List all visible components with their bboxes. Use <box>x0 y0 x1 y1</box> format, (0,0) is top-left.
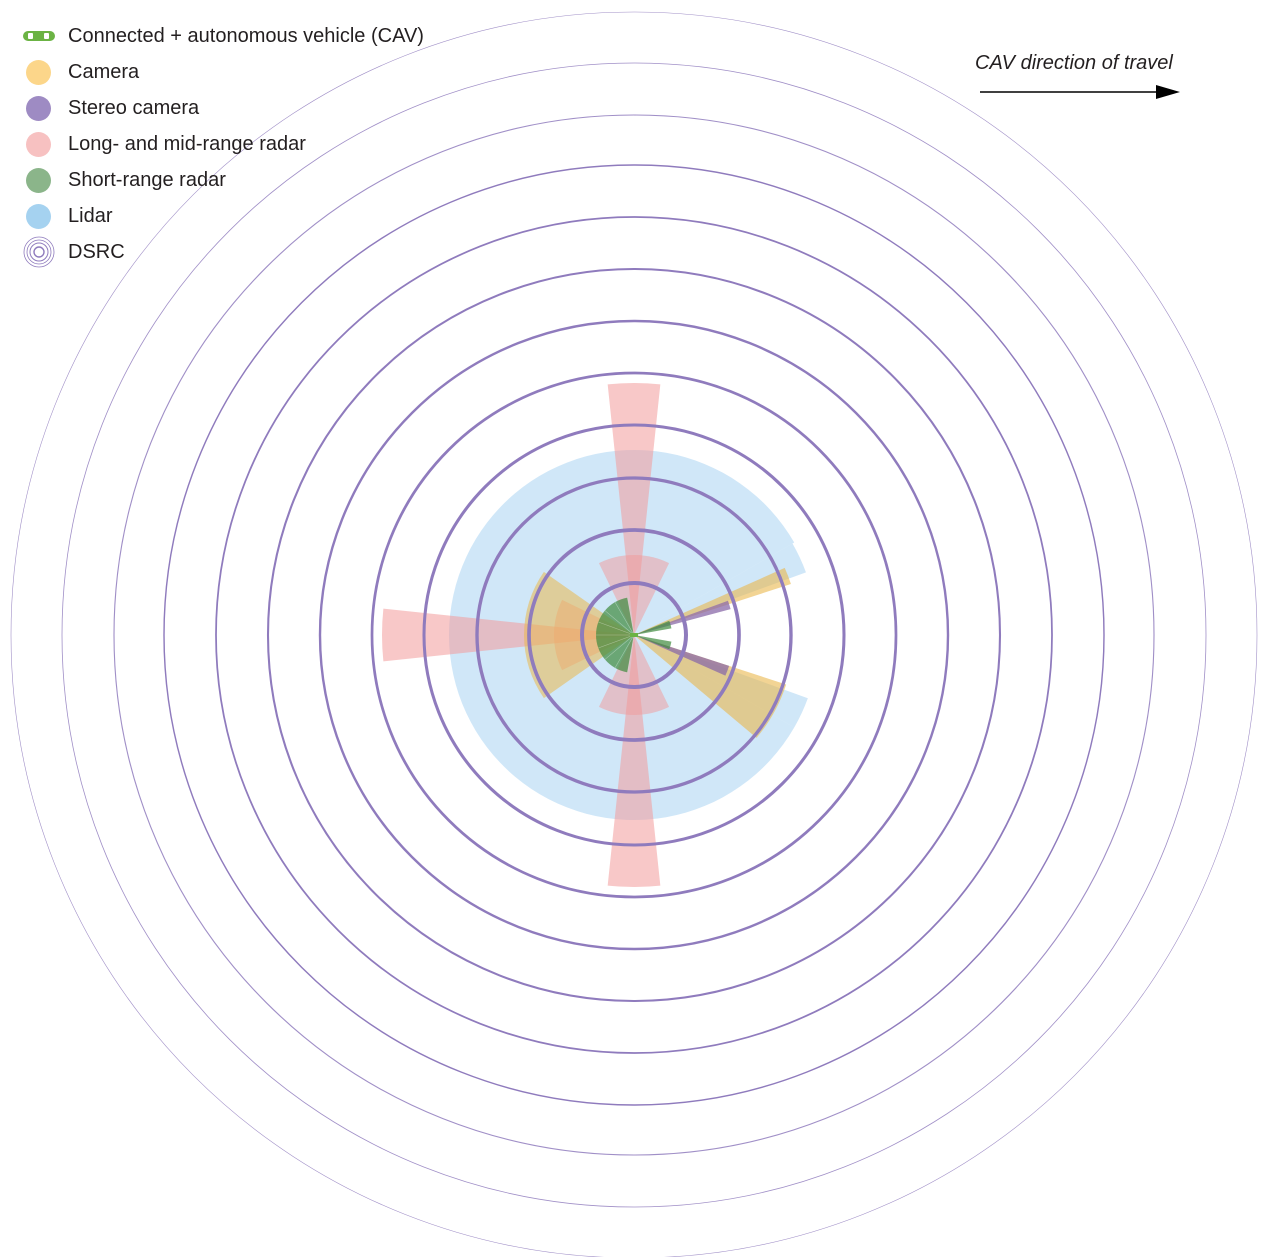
dsrc-ring <box>370 371 898 899</box>
radar-divider <box>627 597 635 636</box>
dsrc-ring <box>61 62 1207 1208</box>
camera-field <box>634 567 791 635</box>
long-radar-swatch-icon <box>26 131 51 157</box>
long-radar-field <box>598 635 670 715</box>
radar-divider <box>598 621 635 636</box>
legend-label: Connected + autonomous vehicle (CAV) <box>68 24 424 47</box>
legend-item-camera: Camera <box>22 54 424 90</box>
long-radar-field <box>598 554 670 635</box>
dsrc-ring <box>318 319 950 951</box>
long-radar-field <box>607 635 661 887</box>
sensor-fields <box>382 383 808 887</box>
dsrc-ring <box>10 11 1258 1257</box>
camera-field <box>634 635 787 738</box>
dsrc-ring <box>266 267 1002 1003</box>
legend: Connected + autonomous vehicle (CAV) Cam… <box>22 18 424 270</box>
camera-swatch-icon <box>26 59 51 85</box>
long-radar-field <box>607 383 661 635</box>
short-radar-swatch-icon <box>26 167 51 193</box>
legend-item-dsrc: DSRC <box>22 234 424 270</box>
legend-label: DSRC <box>68 240 125 263</box>
arrow-head <box>1156 85 1180 99</box>
dsrc-ring <box>113 114 1155 1156</box>
legend-label: Lidar <box>68 204 113 227</box>
radar-divider <box>614 634 635 669</box>
stereo-camera-swatch-icon <box>26 95 51 121</box>
direction-label: CAV direction of travel <box>975 52 1173 74</box>
legend-label: Long- and mid-range radar <box>68 132 306 155</box>
dsrc-ring <box>163 164 1105 1106</box>
dsrc-ring <box>215 216 1053 1054</box>
radar-divider <box>604 610 635 636</box>
dsrc-ring <box>527 528 741 742</box>
legend-label: Stereo camera <box>68 96 200 119</box>
short-range-radar-field <box>596 597 634 673</box>
legend-item-stereo-camera: Stereo camera <box>22 90 424 126</box>
radar-divider <box>627 634 635 673</box>
vehicle-marker <box>630 633 638 637</box>
radar-divider <box>598 634 635 649</box>
short-range-radar-field <box>634 620 672 635</box>
concentric-rings-icon <box>22 235 56 269</box>
dsrc-ring <box>475 476 793 794</box>
dsrc-ring <box>580 581 688 689</box>
legend-item-short-radar: Short-range radar <box>22 162 424 198</box>
legend-item-cav: Connected + autonomous vehicle (CAV) <box>22 18 424 54</box>
legend-label: Camera <box>68 60 140 83</box>
legend-item-long-radar: Long- and mid-range radar <box>22 126 424 162</box>
legend-item-lidar: Lidar <box>22 198 424 234</box>
lidar-swatch-icon <box>26 203 51 229</box>
direction-arrow <box>980 85 1180 99</box>
long-radar-field <box>382 608 634 662</box>
legend-label: Short-range radar <box>68 168 226 191</box>
camera-field <box>524 571 634 699</box>
dsrc-ring <box>422 423 846 847</box>
lidar-field <box>634 543 806 635</box>
radar-divider <box>614 601 635 636</box>
radar-divider <box>604 634 635 660</box>
car-icon <box>22 19 56 53</box>
cav-vehicle <box>630 633 638 637</box>
dsrc-rings <box>10 11 1258 1257</box>
short-range-radar-field <box>634 635 672 650</box>
